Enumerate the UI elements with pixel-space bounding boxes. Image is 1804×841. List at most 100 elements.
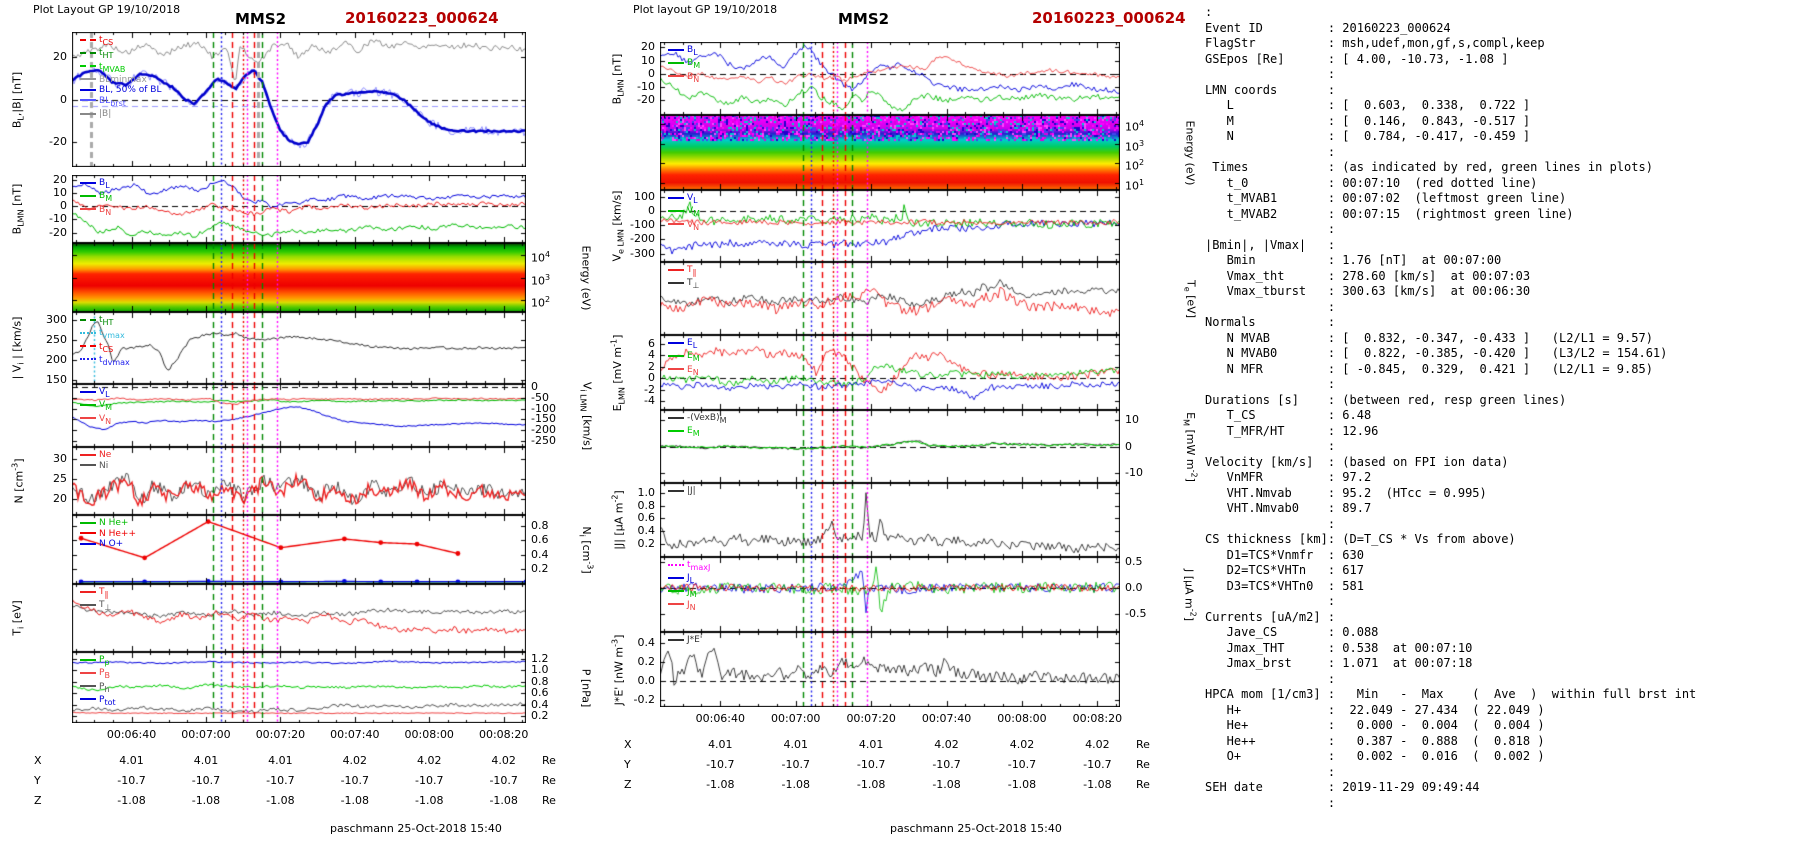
panel-canvas-jlmn	[660, 557, 1120, 632]
ephemeris-row-label: X	[34, 754, 42, 767]
time-tick-label: 00:07:20	[255, 728, 306, 741]
left-gutter-elmn: ELMN [mV m-1] 6 4 2 0 -2 -4	[600, 334, 660, 411]
panel-jdote: J*E'	[660, 632, 1120, 707]
panel-vi-lmn: VL VM VN	[72, 384, 526, 447]
y-tick-label: 150	[46, 373, 67, 386]
left-gutter-vi-mag: | Vi | [km/s] 300 250 200 150	[0, 312, 72, 386]
y-tick-label: -4	[644, 394, 655, 408]
ephemeris-value: -10.7	[1083, 758, 1112, 771]
panel-canvas-vi-mag	[72, 312, 526, 384]
y-tick-label: 0.2	[637, 537, 656, 551]
y-tick-label: 104	[1125, 119, 1145, 134]
y-tick-label: 20	[53, 173, 67, 187]
y-tick-label: -200	[531, 422, 556, 436]
ephemeris-value: 4.01	[268, 754, 293, 767]
left-gutter-electron-spectrogram	[600, 115, 660, 190]
y-axis-label: Ni [cm-3]	[577, 525, 595, 574]
y-tick-label: -20	[49, 134, 67, 148]
time-tick-label: 00:07:20	[846, 712, 896, 725]
right-gutter-ion-spectrogram: Energy (eV) 104 103 102	[526, 243, 600, 312]
y-tick-label: 20	[641, 40, 655, 54]
right-gutter-blmn-brst	[1120, 42, 1204, 115]
y-axis-label: J*E' [nW m-3]	[610, 634, 626, 705]
ephemeris-value: -1.08	[266, 794, 295, 807]
y-tick-label: 20	[53, 492, 67, 505]
ephemeris-value: 4.01	[858, 738, 884, 751]
ephemeris-unit: Re	[1136, 758, 1150, 771]
panel-canvas-density	[72, 447, 526, 515]
ephemeris-row-label: X	[624, 738, 632, 751]
panel-minor-ions: N He+ N He++ N O+	[72, 515, 526, 584]
panel-canvas-jdote	[660, 632, 1120, 707]
layout-label: Plot layout GP 19/10/2018	[633, 3, 778, 16]
y-tick-label: 0.4	[531, 697, 549, 711]
y-tick-label: 300	[46, 313, 67, 326]
y-tick-label: 0.0	[637, 673, 656, 687]
y-tick-label: -100	[531, 401, 556, 415]
panel-canvas-blmn-brst	[660, 42, 1120, 115]
right-gutter-jdote	[1120, 632, 1204, 707]
y-axis-label: P [nPa]	[579, 668, 593, 707]
y-tick-label: 0.6	[531, 533, 549, 547]
y-tick-label: 30	[53, 452, 67, 465]
y-tick-label: 0	[1125, 439, 1132, 453]
y-tick-label: 0.0	[1125, 581, 1143, 595]
y-tick-label: -10	[637, 80, 655, 94]
y-tick-label: -100	[630, 218, 655, 232]
panel-canvas-ti	[72, 584, 526, 652]
y-tick-label: -200	[630, 232, 655, 246]
y-tick-label: 0.2	[637, 655, 656, 668]
y-tick-label: 2	[648, 359, 655, 373]
right-gutter-blmn	[526, 175, 600, 243]
ephemeris-unit: Re	[1136, 738, 1150, 751]
layout-label: Plot Layout GP 19/10/2018	[33, 3, 181, 16]
left-gutter-vexb-em	[600, 410, 660, 483]
y-tick-label: 1.2	[531, 651, 549, 665]
y-tick-label: -0.2	[633, 692, 655, 706]
ephemeris-value: -1.08	[191, 794, 221, 807]
ephemeris-unit: Re	[542, 794, 556, 807]
panel-canvas-elmn	[660, 335, 1120, 410]
time-tick-label: 00:06:40	[695, 712, 746, 725]
panel-blmn-brst: BL BM BN	[660, 42, 1120, 115]
y-tick-label: 0	[648, 66, 655, 80]
y-tick-label: -300	[630, 246, 655, 260]
panel-vexb-em: -(VexB)M EM	[660, 410, 1120, 483]
left-gutter-te	[600, 262, 660, 335]
right-gutter-jlmn: J [µA m-2] 0.5 0.0 -0.5	[1120, 556, 1204, 632]
y-tick-label: -20	[637, 93, 655, 107]
y-tick-label: 0.8	[531, 674, 549, 688]
panel-jmag: |J|	[660, 483, 1120, 557]
ephemeris-value: -10.7	[781, 758, 810, 771]
y-axis-label: Ti [eV]	[10, 600, 26, 636]
panel-pressure: Pp PB Ph Ptot	[72, 652, 526, 723]
y-tick-label: 0.8	[531, 518, 549, 532]
y-tick-label: -50	[531, 390, 549, 404]
y-axis-label: N [cm-3]	[10, 458, 26, 504]
right-gutter-electron-spectrogram: Energy (eV) 104 103 102 101	[1120, 115, 1204, 192]
y-axis-label: EM [mW m-2]	[1181, 411, 1199, 482]
y-axis-label: BLMN [nT]	[610, 53, 626, 104]
ephemeris-value: 4.02	[416, 754, 442, 767]
time-tick-label: 00:07:40	[921, 712, 972, 725]
ephemeris-value: -10.7	[1007, 758, 1037, 771]
y-axis-label: Vi LMN [km/s]	[578, 381, 594, 450]
panel-bl-b: tCS tHT tMVAB BLminmax BL, 50% of BL BLbrst |B…	[72, 32, 526, 167]
right-gutter-pressure: P [nPa] 1.2 1.0 0.8 0.6 0.4 0.2	[526, 652, 600, 723]
y-tick-label: 0	[60, 199, 67, 213]
panel-canvas-pressure	[72, 652, 526, 723]
y-axis-label: Ve LMN [km/s]	[610, 190, 626, 262]
y-tick-label: 104	[531, 250, 551, 266]
left-gutter-bl-b: BL,|B| [nT] 20 0 -20	[0, 32, 72, 167]
y-axis-label: Energy (eV)	[1183, 120, 1197, 185]
time-tick-label: 00:08:20	[1072, 712, 1123, 725]
credit-footer: paschmann 25-Oct-2018 15:40	[890, 822, 1062, 835]
y-tick-label: 0	[648, 371, 655, 385]
y-tick-label: -250	[531, 433, 556, 447]
ephemeris-value: -10.7	[856, 758, 886, 771]
y-tick-label: 0.2	[531, 562, 549, 576]
y-axis-label: J [µA m-2]	[1182, 568, 1198, 621]
event-id: 20160223_000624	[345, 9, 499, 27]
y-axis-label: | Vi | [km/s]	[10, 316, 26, 380]
ephemeris-value: -10.7	[340, 774, 370, 787]
